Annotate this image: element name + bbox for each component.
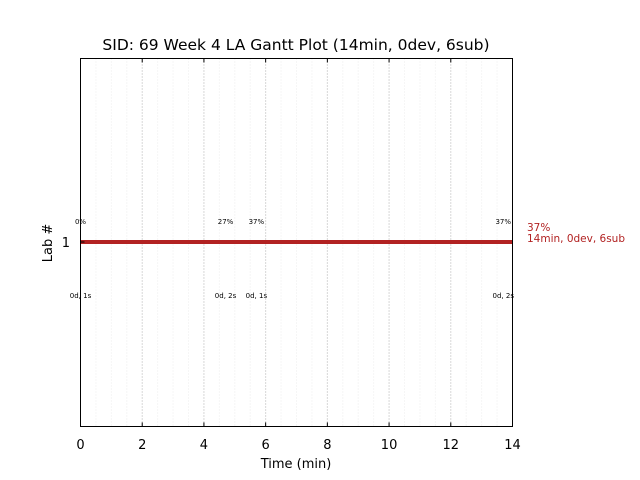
y-axis-ticks: 1 <box>62 236 85 251</box>
annotations: 0% 27% 37% 37% 0d, 1s 0d, 2s 0d, 1s 0d, 2s <box>70 218 515 300</box>
side-label-summary: 14min, 0dev, 6sub <box>527 233 625 245</box>
y-tick-label: 1 <box>62 236 70 251</box>
x-tick-label: 8 <box>323 438 331 453</box>
annotation-time: 0d, 1s <box>246 292 268 300</box>
annotation-time: 0d, 2s <box>493 292 515 300</box>
x-tick-label: 10 <box>381 438 398 453</box>
x-tick-label: 14 <box>504 438 521 453</box>
x-tick-label: 0 <box>76 438 84 453</box>
x-tick-label: 6 <box>262 438 270 453</box>
x-tick-label: 2 <box>138 438 146 453</box>
annotation-time: 0d, 2s <box>215 292 237 300</box>
side-label-percent: 37% <box>527 222 550 234</box>
annotation-percent: 37% <box>249 218 265 226</box>
annotation-percent: 37% <box>495 218 511 226</box>
x-tick-label: 12 <box>443 438 460 453</box>
y-axis-label: Lab # <box>41 224 56 263</box>
x-axis-label: Time (min) <box>260 457 332 472</box>
annotation-time: 0d, 1s <box>70 292 92 300</box>
x-axis-ticks: 0 2 4 6 8 10 12 14 <box>76 58 521 453</box>
chart-title: SID: 69 Week 4 LA Gantt Plot (14min, 0de… <box>102 36 489 54</box>
annotation-percent: 0% <box>75 218 86 226</box>
annotation-percent: 27% <box>218 218 234 226</box>
x-tick-label: 4 <box>200 438 208 453</box>
